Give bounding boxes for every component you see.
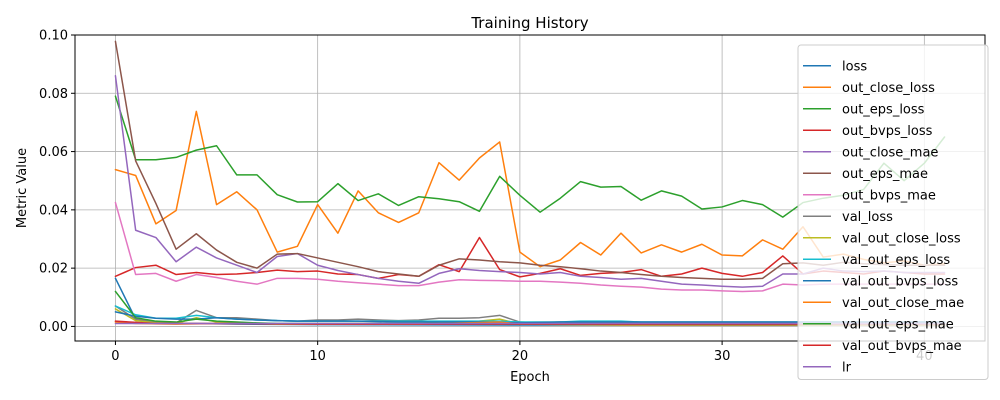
y-tick-label: 0.10: [39, 29, 68, 44]
legend-label: out_eps_loss: [842, 102, 925, 117]
y-tick-label: 0.04: [39, 203, 68, 218]
chart-title: Training History: [470, 14, 588, 32]
x-tick-label: 30: [714, 349, 731, 364]
x-tick-label: 10: [309, 349, 326, 364]
y-axis-label: Metric Value: [15, 148, 30, 228]
y-tick-label: 0.06: [39, 145, 68, 160]
legend-label: val_loss: [842, 210, 893, 225]
legend-label: val_out_close_mae: [842, 296, 964, 311]
legend-label: val_out_eps_mae: [842, 317, 954, 332]
legend-label: out_bvps_mae: [842, 188, 936, 203]
legend-label: val_out_bvps_mae: [842, 339, 962, 354]
legend-label: lr: [842, 360, 852, 375]
legend-label: out_eps_mae: [842, 167, 928, 182]
legend-label: out_close_mae: [842, 145, 938, 160]
y-axis: 0.00 0.02 0.04 0.06 0.08 0.10: [39, 29, 75, 335]
legend-label: val_out_close_loss: [842, 231, 961, 246]
y-tick-label: 0.02: [39, 262, 68, 277]
legend-label: loss: [842, 59, 867, 74]
y-tick-label: 0.00: [39, 320, 68, 335]
legend: loss out_close_loss out_eps_loss out_bvps_l…: [797, 44, 989, 380]
x-tick-label: 20: [512, 349, 529, 364]
y-tick-label: 0.08: [39, 87, 68, 102]
x-axis-label: Epoch: [510, 370, 550, 385]
legend-label: out_close_loss: [842, 81, 935, 96]
legend-label: val_out_bvps_loss: [842, 274, 958, 289]
legend-label: out_bvps_loss: [842, 124, 933, 139]
x-tick-label: 0: [111, 349, 119, 364]
legend-label: val_out_eps_loss: [842, 253, 950, 268]
legend-box: [797, 44, 989, 380]
